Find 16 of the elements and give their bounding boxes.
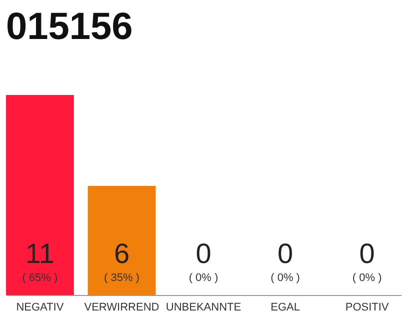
x-tick-label: VERWIRREND: [84, 302, 160, 314]
annotation: ( 0% ): [270, 272, 300, 284]
data-label: 6: [114, 238, 130, 269]
annotation: ( 0% ): [352, 272, 382, 284]
x-tick-label: EGAL: [270, 302, 300, 314]
x-tick-label: UNBEKANNTE: [166, 302, 242, 314]
chart-title: 015156: [6, 6, 133, 48]
data-label: 0: [359, 238, 375, 269]
annotation: ( 35% ): [104, 272, 140, 284]
x-tick-label: POSITIV: [345, 302, 390, 314]
data-label: 0: [277, 238, 294, 269]
annotation: ( 65% ): [22, 272, 58, 284]
x-tick-label: NEGATIV: [16, 302, 64, 314]
annotation: ( 0% ): [188, 272, 218, 284]
data-label: 0: [196, 238, 212, 269]
data-label: 11: [25, 238, 54, 269]
